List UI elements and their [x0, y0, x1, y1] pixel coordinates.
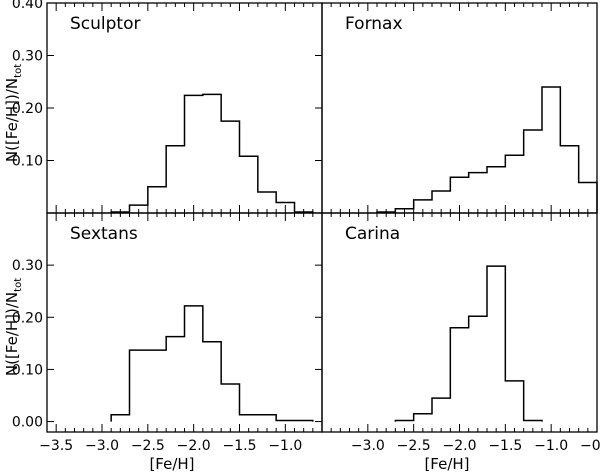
top-left-bin: [185, 95, 203, 213]
bottom-left-bin: [185, 306, 203, 422]
panels-group: Sculptor 0.40 0.30 0.20 0.10 Fornax Sextans 0.3…: [12, 0, 600, 454]
y-axis-title-top-main: N([Fe/H])/N: [3, 78, 21, 162]
bottom-left-bin: [295, 421, 313, 422]
x-tick-label: −2.0: [443, 438, 477, 454]
x-tick-label: −1.0: [534, 438, 568, 454]
bottom-left-bin: [221, 384, 239, 422]
bottom-right-bin: [414, 414, 432, 422]
bottom-right-bin: [524, 421, 542, 422]
top-right-bin: [560, 146, 578, 213]
top-left-bin: [148, 187, 166, 213]
bottom-right-bin: [505, 381, 523, 422]
top-left-label: Sculptor: [70, 14, 140, 34]
bottom-left-bin: [148, 350, 166, 421]
top-left-bin: [276, 203, 294, 214]
y-axis-title-bottom: N([Fe/H])/Ntot: [3, 278, 24, 376]
top-left-histogram: [110, 93, 314, 213]
top-right-bin: [450, 177, 468, 213]
y-tick-label: 0.30: [12, 49, 43, 65]
top-right-label: Fornax: [345, 14, 403, 34]
bottom-left-bin: [111, 415, 129, 422]
x-tick-label: −2.0: [177, 438, 211, 454]
x-axis-title-right: [Fe/H]: [424, 455, 469, 473]
bottom-right-bin: [487, 266, 505, 421]
y-tick-label: 0.20: [12, 310, 43, 326]
bottom-right-bin: [469, 316, 487, 421]
top-right-bin: [579, 183, 597, 213]
bottom-right-bin: [395, 421, 413, 422]
y-tick-label: 0.30: [12, 258, 43, 274]
bottom-left-bin: [276, 421, 294, 422]
bottom-right-bin: [432, 398, 450, 421]
y-tick-label: 0.00: [12, 415, 43, 431]
bottom-left-bin: [258, 415, 276, 422]
x-tick-label: −3.5: [39, 438, 73, 454]
y-tick-label: 0.10: [12, 362, 43, 378]
y-tick-label: 0.40: [12, 0, 43, 12]
top-left-bin: [203, 94, 221, 213]
bottom-left-histogram: [110, 305, 314, 422]
bottom-left-bin: [166, 337, 184, 422]
top-right-bin: [432, 191, 450, 213]
top-left-bin: [166, 146, 184, 213]
top-left-bin: [258, 192, 276, 213]
top-left-bin: [240, 156, 258, 213]
x-axis-title-left: [Fe/H]: [149, 455, 194, 473]
x-tick-label: −1.5: [488, 438, 522, 454]
bottom-left-bin: [203, 342, 221, 422]
y-axis-title-bottom-sub: tot: [13, 278, 24, 292]
x-tick-label: −1.5: [223, 438, 257, 454]
x-tick-label: −1.0: [268, 438, 302, 454]
bottom-left-bin: [130, 350, 148, 421]
top-right-bin: [469, 173, 487, 213]
bottom-right-label: Carina: [345, 224, 400, 244]
bottom-left-label: Sextans: [70, 224, 138, 244]
y-axis-title-bottom-main: N([Fe/H])/N: [3, 292, 21, 376]
top-left-panel: Sculptor 0.40 0.30 0.20 0.10: [12, 0, 323, 214]
x-tick-label: −2.5: [131, 438, 165, 454]
top-left-bin: [221, 121, 239, 213]
y-tick-label: 0.10: [12, 154, 43, 170]
top-left-bin: [130, 205, 148, 213]
x-tick-label: −3.0: [351, 438, 385, 454]
y-axis-title-top: N([Fe/H])/Ntot: [3, 64, 24, 162]
top-right-bin: [542, 87, 560, 213]
top-right-bin: [524, 130, 542, 213]
bottom-right-histogram: [394, 265, 543, 422]
top-right-histogram: [376, 86, 598, 213]
x-tick-label: −3.0: [85, 438, 119, 454]
y-tick-label: 0.20: [12, 101, 43, 117]
top-right-panel: Fornax: [321, 2, 598, 214]
x-tick-label: −0.5: [580, 438, 600, 454]
y-axis-title-top-sub: tot: [13, 64, 24, 78]
bottom-left-bin: [240, 415, 258, 422]
top-right-bin: [487, 167, 505, 213]
top-right-bin: [505, 155, 523, 213]
top-right-bin: [414, 200, 432, 213]
bottom-right-panel: Carina −3.0 −2.5 −2.0 −1.5 −1.0 −0.5: [321, 212, 600, 454]
bottom-right-bin: [450, 328, 468, 422]
x-tick-label: −2.5: [397, 438, 431, 454]
